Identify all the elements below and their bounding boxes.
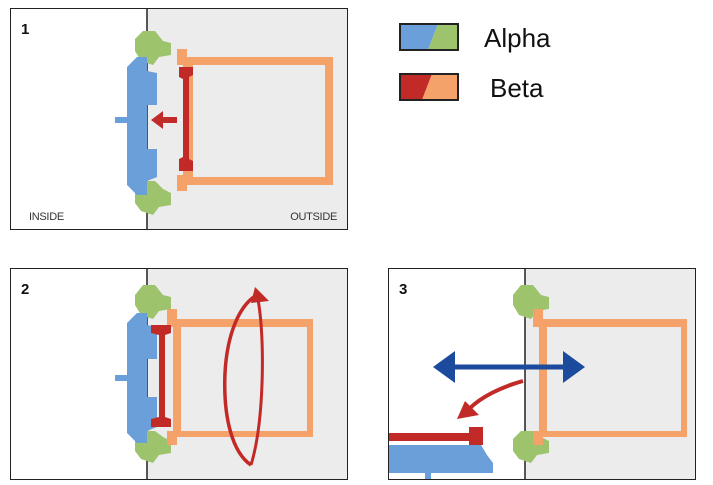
panel-1-drawing — [115, 9, 347, 229]
outside-label: OUTSIDE — [290, 211, 337, 223]
red-curved-arrow-head — [457, 401, 479, 419]
rotation-arrow-head — [251, 287, 269, 303]
legend: Alpha Beta — [398, 22, 618, 112]
red-arrow-shaft — [161, 117, 177, 123]
legend-label-alpha: Alpha — [484, 23, 551, 53]
beta-panel — [151, 325, 171, 427]
beta-outer-frame — [167, 309, 313, 445]
alpha-swatch — [399, 23, 459, 51]
alpha-handle-removed — [425, 473, 431, 479]
beta-swatch — [399, 73, 459, 101]
rotation-arrow-path — [222, 293, 258, 467]
beta-outer-frame — [177, 49, 333, 191]
beta-panel — [179, 67, 193, 171]
panel-2: 2 — [10, 268, 348, 480]
beta-panel-clip — [469, 427, 483, 445]
panel-3-drawing — [389, 269, 695, 479]
panel-2-drawing — [115, 269, 347, 479]
alpha-frame-removed — [389, 445, 493, 473]
beta-outer-frame — [533, 309, 687, 445]
rotation-arrow-back — [249, 294, 264, 466]
green-bracket-top — [135, 31, 171, 65]
panel-number: 1 — [21, 21, 30, 38]
alpha-frame — [127, 57, 157, 195]
green-bracket-top — [135, 285, 171, 319]
outside-area — [147, 9, 347, 229]
outside-area — [525, 269, 695, 479]
alpha-frame — [127, 313, 157, 443]
panel-number: 2 — [21, 281, 30, 298]
panel-1: 1 INSIDE OUTSIDE — [10, 8, 348, 230]
double-arrow-head-left — [433, 351, 455, 383]
alpha-handle — [115, 117, 129, 123]
panel-3: 3 — [388, 268, 696, 480]
red-curved-arrow — [467, 379, 524, 411]
legend-label-beta: Beta — [490, 73, 544, 103]
red-arrow-head — [151, 111, 163, 129]
double-arrow-head-right — [563, 351, 585, 383]
beta-panel-removed — [389, 433, 477, 441]
inside-label: INSIDE — [29, 211, 64, 223]
panel-number: 3 — [399, 281, 408, 298]
alpha-handle — [115, 375, 129, 381]
